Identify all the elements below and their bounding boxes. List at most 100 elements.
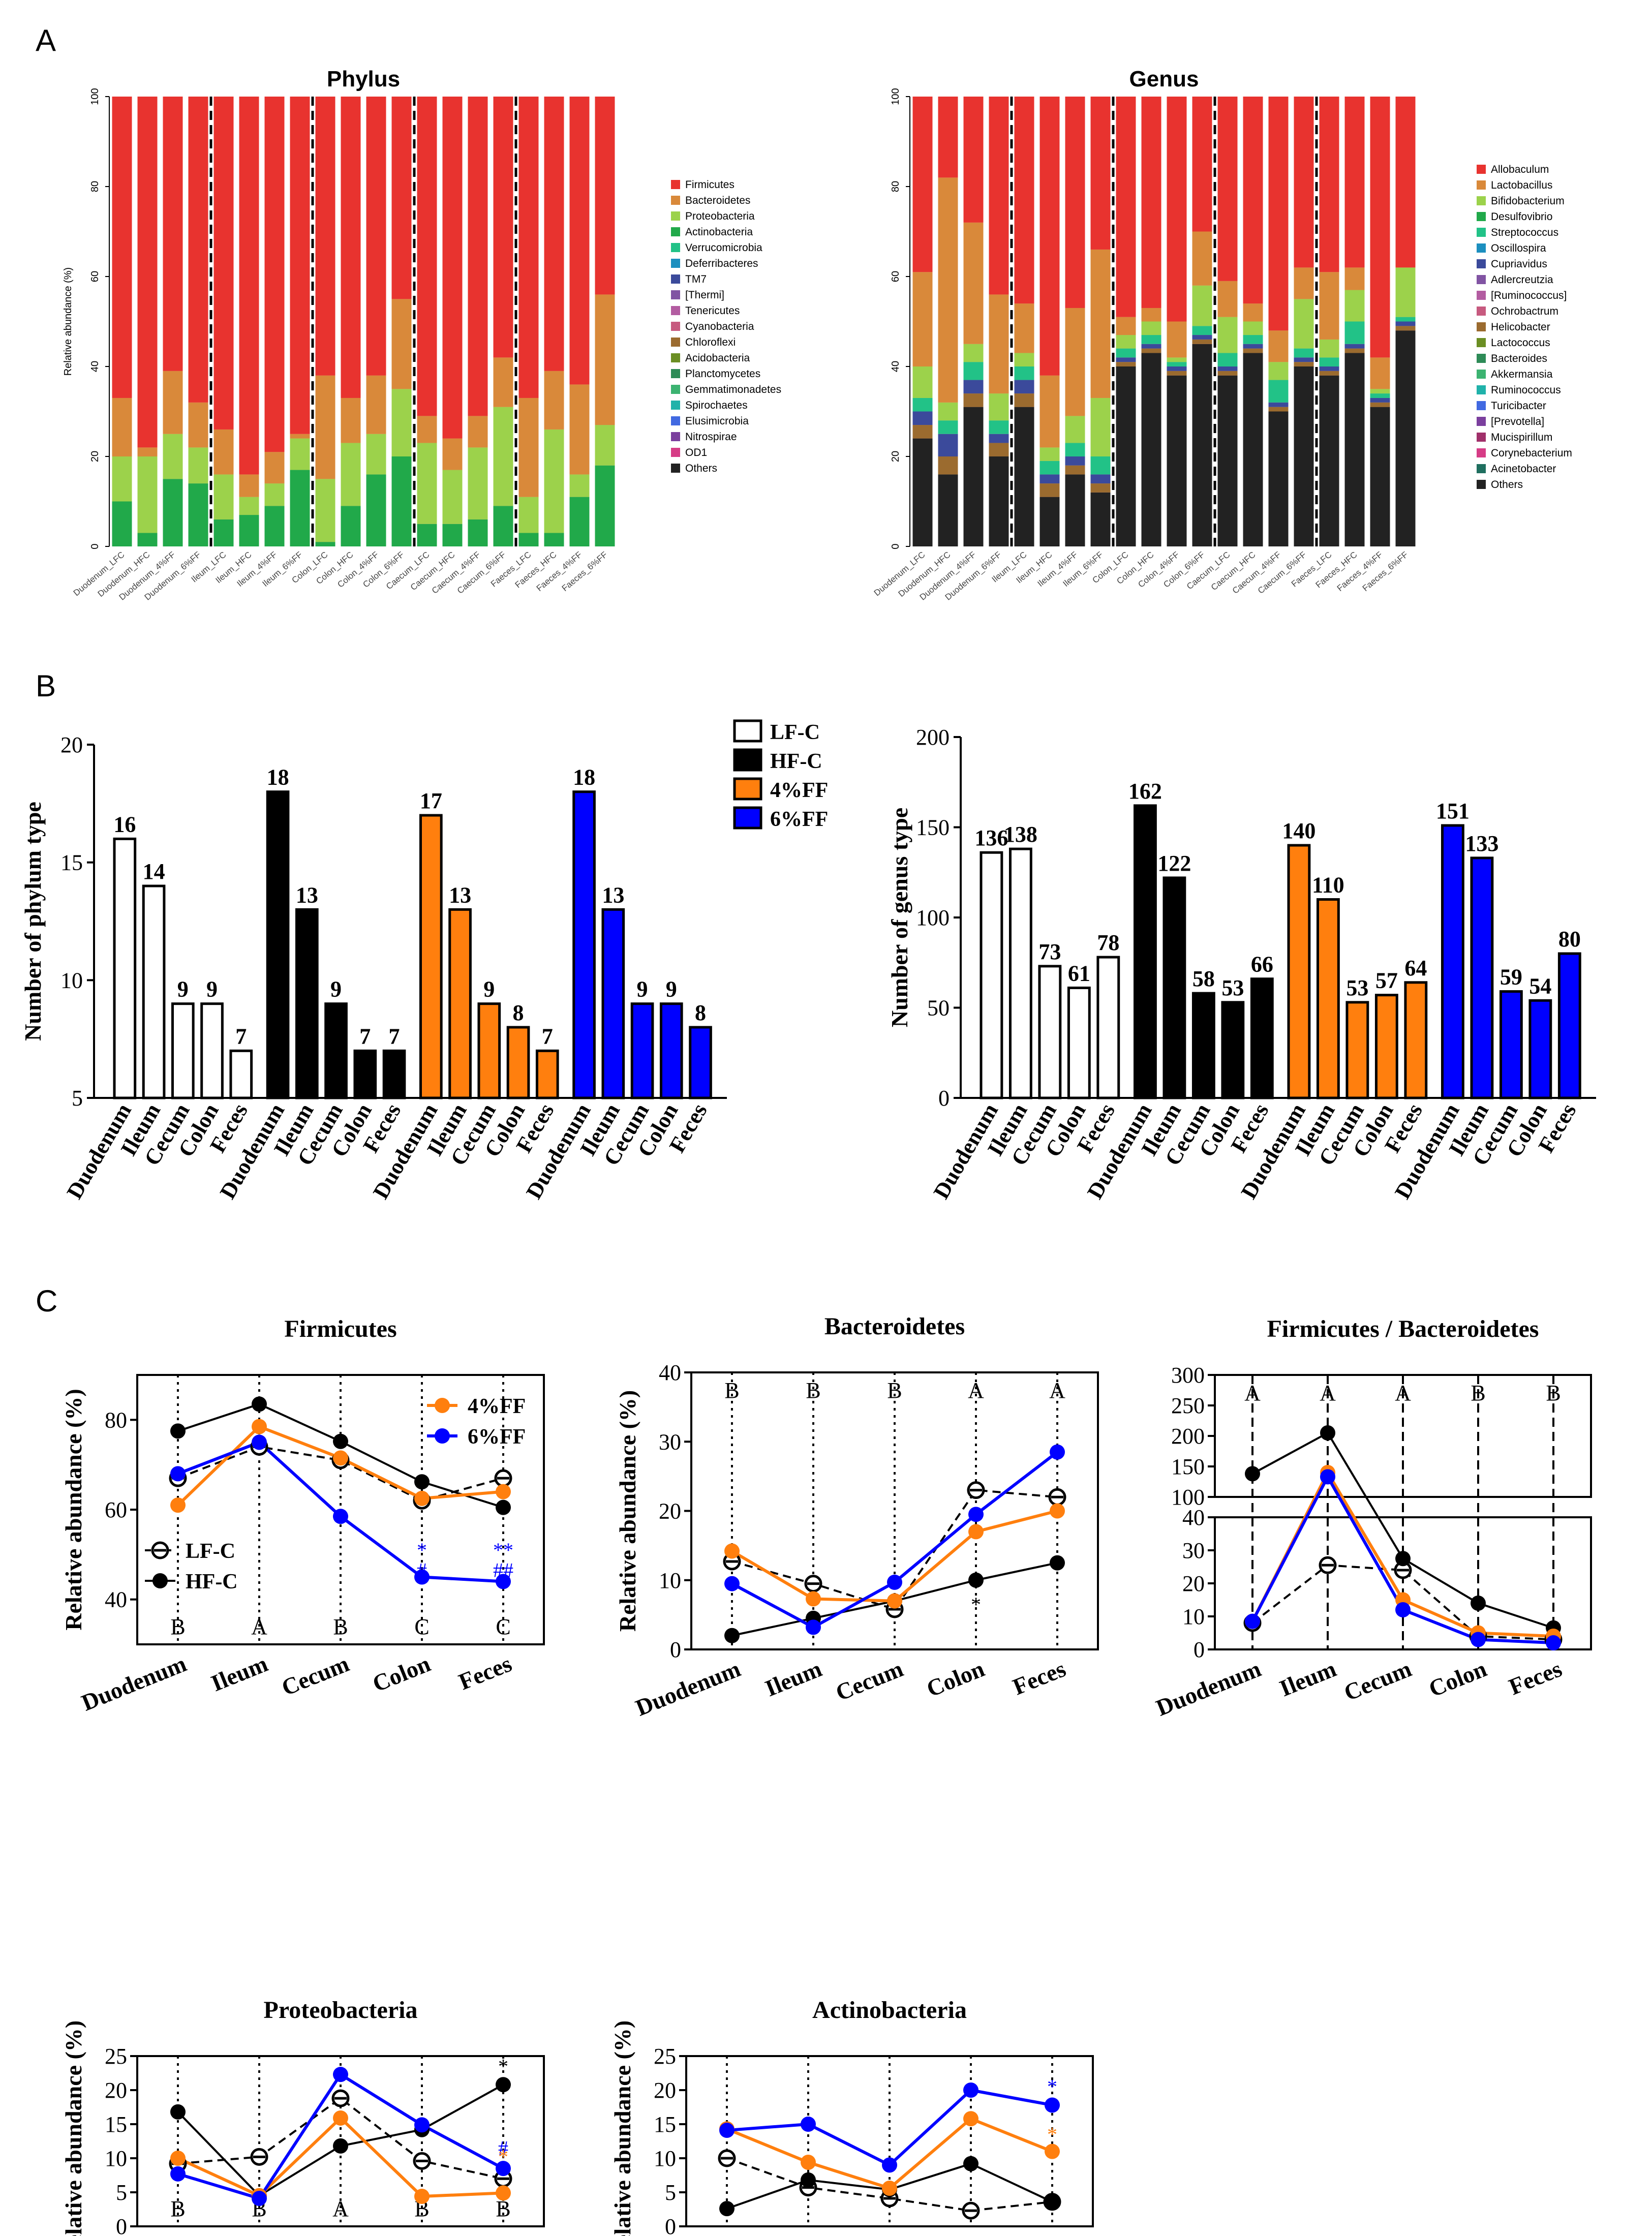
stack-segment: [1243, 303, 1263, 322]
stack-segment: [1065, 443, 1085, 456]
stack-segment: [315, 542, 335, 546]
data-label: 9: [330, 977, 342, 1002]
stack-segment: [1294, 362, 1314, 366]
stack-segment: [989, 443, 1009, 456]
stack-segment: [1167, 366, 1187, 371]
genus-stacked-chart: Genus020406080100Duodenum_LFCDuodenum_HF…: [872, 67, 1572, 602]
data-point: [887, 1574, 902, 1590]
count-bar: [572, 790, 596, 1099]
data-point: [1546, 1635, 1561, 1650]
proteobacteria-chart: Proteobacteria Relative abundance (%) 0 5 10…: [60, 1997, 545, 2236]
stack-segment: [315, 479, 335, 542]
stack-segment: [912, 366, 933, 398]
data-point: [496, 2077, 511, 2093]
x-tick-label: Duodenum: [78, 1650, 190, 1716]
data-label: 66: [1251, 952, 1273, 977]
y-tick-label: 100: [916, 905, 950, 930]
count-bar: [535, 1049, 559, 1099]
legend-swatch: [671, 259, 680, 268]
bacteroidetes-title: Bacteroidetes: [824, 1313, 965, 1340]
legend-label: OD1: [685, 447, 707, 458]
genus-stacked-title: Genus: [1129, 67, 1199, 91]
x-tick-label: Feces: [455, 2232, 515, 2236]
stack-segment: [213, 97, 234, 430]
stack-segment: [1243, 321, 1263, 335]
legend-swatch: [1477, 212, 1486, 221]
stack-segment: [341, 506, 361, 546]
panel-a: Phylus Relative abundance (%) 0 20 40 60 80 100…: [63, 67, 1572, 602]
stack-segment: [1116, 357, 1136, 362]
stack-segment: [1294, 348, 1314, 358]
count-bar: [1441, 824, 1464, 1099]
data-point: [1045, 2097, 1060, 2113]
stack-segment: [290, 434, 310, 439]
panel-label-a: A: [36, 23, 56, 57]
legend-label: Turicibacter: [1491, 400, 1546, 412]
legend-swatch: [671, 227, 680, 236]
legend-swatch: [1477, 354, 1486, 363]
data-label: 61: [1068, 961, 1090, 986]
data-label: 18: [267, 765, 289, 790]
y-tick-label: 250: [1171, 1393, 1205, 1418]
group-letter: A: [332, 2196, 349, 2221]
stack-segment: [442, 524, 463, 546]
data-label: 8: [513, 1000, 524, 1025]
count-bar: [448, 908, 472, 1099]
group-letter: B: [806, 1378, 820, 1403]
data-point: [968, 1572, 984, 1588]
count-bar: [200, 1002, 224, 1099]
legend-label: LF-C: [770, 721, 820, 744]
y-tick-label: 80: [89, 181, 101, 192]
data-point: [882, 2180, 897, 2196]
legend-label: Verrucomicrobia: [685, 242, 762, 254]
y-tick-label: 20: [60, 732, 83, 757]
stack-segment: [518, 97, 539, 398]
count-bar: [1067, 986, 1091, 1099]
y-tick-label: 20: [1182, 1571, 1205, 1596]
x-tick-label: Duodenum: [1152, 1656, 1265, 1721]
stack-segment: [569, 497, 590, 546]
data-point: [801, 2117, 816, 2132]
legend-swatch: [1477, 338, 1486, 347]
y-tick-label: 200: [916, 725, 950, 750]
stack-segment: [1319, 339, 1339, 358]
stack-segment: [1217, 281, 1238, 317]
group-letter: A: [968, 1378, 984, 1403]
data-label: 53: [1346, 975, 1368, 1000]
data-point: [968, 1507, 984, 1522]
legend-swatch: [671, 338, 680, 347]
stack-segment: [213, 429, 234, 475]
stack-segment: [1268, 407, 1289, 412]
count-bar: [1134, 804, 1157, 1099]
stack-segment: [239, 474, 259, 497]
stack-segment: [1319, 272, 1339, 340]
stack-segment: [1319, 375, 1339, 546]
data-point: [963, 2082, 978, 2098]
legend-swatch: [1477, 275, 1486, 284]
legend-label: HF-C: [186, 1570, 238, 1594]
legend-swatch: [1477, 401, 1486, 410]
x-tick-label: Ileum: [1276, 1656, 1340, 1701]
stack-segment: [468, 519, 488, 546]
group-letter: B: [887, 1378, 902, 1403]
legend-swatch: [733, 777, 762, 801]
stack-segment: [1395, 326, 1416, 331]
phylum-count-ylabel: Number of phylum type: [20, 802, 46, 1041]
group-letter: C: [496, 1614, 510, 1639]
group-letter: B: [1471, 1381, 1485, 1405]
phylum-stacked-ylabel: Relative abundance (%): [63, 267, 74, 376]
legend-label: [Ruminococcus]: [1491, 290, 1567, 301]
stack-segment: [912, 411, 933, 425]
stack-segment: [366, 434, 386, 475]
stack-segment: [544, 97, 564, 371]
x-tick-label: Colon: [369, 1650, 434, 1697]
data-label: 133: [1465, 831, 1498, 856]
stack-segment: [366, 97, 386, 376]
stack-segment: [315, 375, 335, 479]
stack-segment: [264, 483, 285, 506]
data-point: [435, 1398, 450, 1413]
count-bar: [1404, 981, 1428, 1099]
y-tick-label: 10: [105, 2146, 127, 2171]
significance-mark: *: [498, 2055, 508, 2078]
x-tick-label: Ileum: [756, 2232, 820, 2236]
